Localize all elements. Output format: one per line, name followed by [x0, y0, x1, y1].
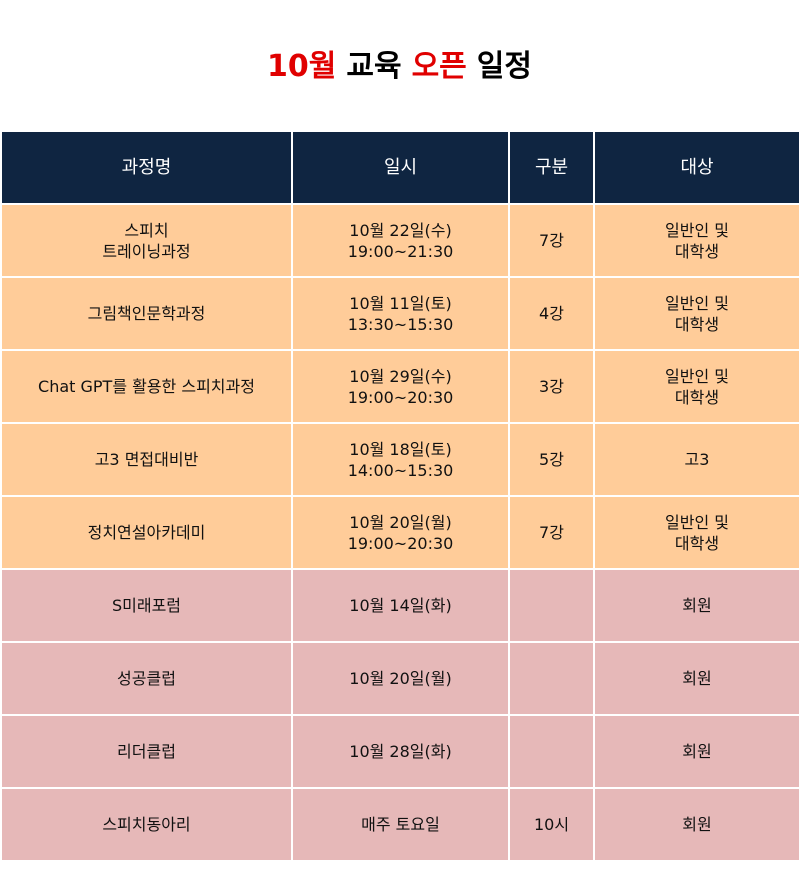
table-cell: 정치연설아카데미 [0, 495, 293, 570]
table-row: 정치연설아카데미 10월 20일(월) 19:00~20:30 7강 일반인 및 대학… [0, 495, 799, 570]
table-cell: 10월 11일(토) 13:30~15:30 [291, 276, 510, 351]
table-cell: 매주 토요일 [291, 787, 510, 862]
table-cell: 스피치 트레이닝과정 [0, 203, 293, 278]
column-header: 일시 [291, 130, 510, 205]
table-cell: 고3 [593, 422, 799, 497]
table-row: Chat GPT를 활용한 스피치과정 10월 29일(수) 19:00~20:3… [0, 349, 799, 424]
table-cell: 10월 28일(화) [291, 714, 510, 789]
table-cell: 3강 [508, 349, 595, 424]
title-part: 일정 [476, 49, 532, 84]
table-cell: 10월 29일(수) 19:00~20:30 [291, 349, 510, 424]
table-cell: 일반인 및 대학생 [593, 495, 799, 570]
table-cell: 10월 22일(수) 19:00~21:30 [291, 203, 510, 278]
table-cell: Chat GPT를 활용한 스피치과정 [0, 349, 293, 424]
table-cell: 일반인 및 대학생 [593, 203, 799, 278]
table-cell: 10월 20일(월) 19:00~20:30 [291, 495, 510, 570]
schedule-table: 과정명 일시 구분 대상 스피치 트레이닝과정 10월 22일(수) 19:00~21:… [0, 130, 799, 862]
header: 10월 교육 오픈 일정 [0, 0, 799, 130]
column-header: 구분 [508, 130, 595, 205]
table-cell: 일반인 및 대학생 [593, 349, 799, 424]
title: 10월 교육 오픈 일정 [262, 41, 537, 85]
table-cell: 회원 [593, 568, 799, 643]
table-cell: 10월 18일(토) 14:00~15:30 [291, 422, 510, 497]
header-row: 과정명 일시 구분 대상 [0, 130, 799, 205]
table-cell: 10월 14일(화) [291, 568, 510, 643]
table-body: 스피치 트레이닝과정 10월 22일(수) 19:00~21:30 7강 일반인 및 … [0, 203, 799, 862]
table-cell: 5강 [508, 422, 595, 497]
table-cell: 회원 [593, 641, 799, 716]
table-cell: S미래포럼 [0, 568, 293, 643]
column-header: 대상 [593, 130, 799, 205]
table-cell: 10월 20일(월) [291, 641, 510, 716]
table-row: 스피치동아리 매주 토요일 10시 회원 [0, 787, 799, 862]
table-cell: 7강 [508, 495, 595, 570]
table-cell: 고3 면접대비반 [0, 422, 293, 497]
table-cell [508, 641, 595, 716]
table-cell [508, 568, 595, 643]
table-row: 그림책인문학과정 10월 11일(토) 13:30~15:30 4강 일반인 및 대학… [0, 276, 799, 351]
title-part: 10월 [267, 49, 337, 84]
table-row: 스피치 트레이닝과정 10월 22일(수) 19:00~21:30 7강 일반인 및 … [0, 203, 799, 278]
column-header: 과정명 [0, 130, 293, 205]
table-row: 고3 면접대비반 10월 18일(토) 14:00~15:30 5강 고3 [0, 422, 799, 497]
table-row: 리더클럽 10월 28일(화) 회원 [0, 714, 799, 789]
table-cell [508, 714, 595, 789]
table-cell: 4강 [508, 276, 595, 351]
table-cell: 7강 [508, 203, 595, 278]
table-row: 성공클럽 10월 20일(월) 회원 [0, 641, 799, 716]
table-cell: 리더클럽 [0, 714, 293, 789]
title-part: 교육 [346, 49, 402, 84]
table-cell: 일반인 및 대학생 [593, 276, 799, 351]
title-part: 오픈 [411, 49, 467, 84]
table-cell: 성공클럽 [0, 641, 293, 716]
table-cell: 그림책인문학과정 [0, 276, 293, 351]
table-cell: 스피치동아리 [0, 787, 293, 862]
table-cell: 10시 [508, 787, 595, 862]
table-cell: 회원 [593, 787, 799, 862]
table-cell: 회원 [593, 714, 799, 789]
table-row: S미래포럼 10월 14일(화) 회원 [0, 568, 799, 643]
